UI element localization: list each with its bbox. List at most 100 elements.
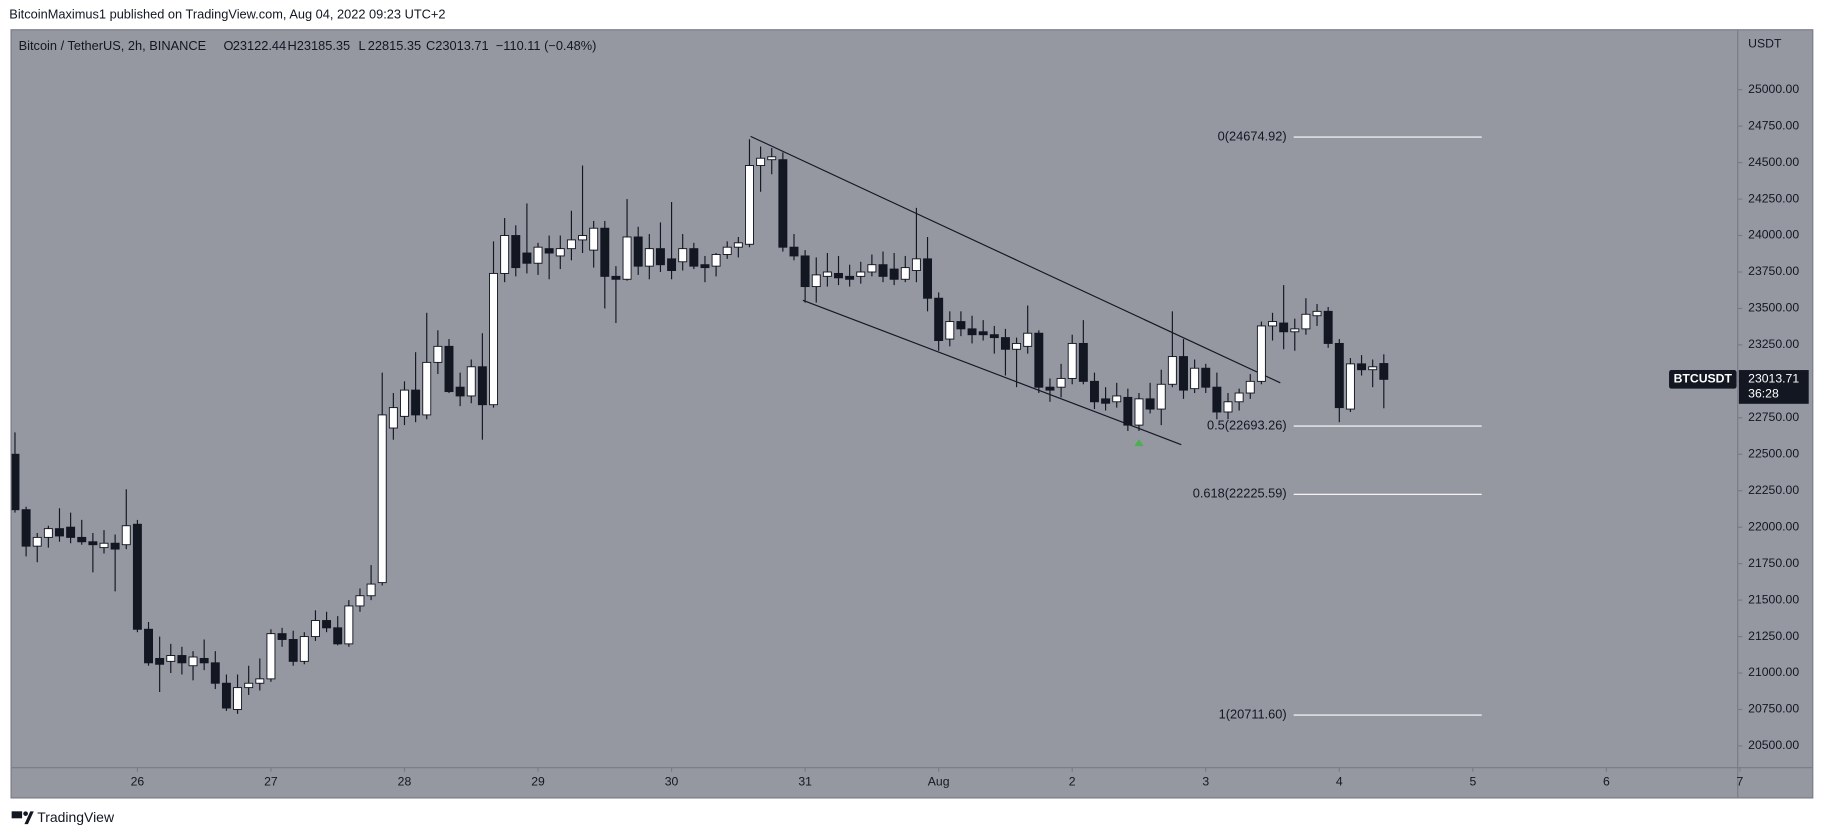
- candle-body: [277, 633, 287, 640]
- x-tick-label: 30: [665, 774, 679, 788]
- candle-body: [43, 528, 53, 538]
- y-tick-label: 23750.00: [1748, 264, 1799, 278]
- candle-body: [466, 366, 476, 397]
- candle-body: [1190, 367, 1200, 390]
- candle-body: [655, 248, 665, 266]
- candle-body: [1123, 396, 1133, 426]
- candle-body: [1201, 367, 1211, 388]
- trendline: [750, 135, 1281, 384]
- candle-body: [900, 267, 910, 280]
- y-tick-label: 21750.00: [1748, 556, 1799, 570]
- candle-body: [945, 321, 955, 340]
- trendline: [802, 299, 1182, 446]
- candle-body: [1345, 363, 1355, 410]
- candle-body: [1000, 337, 1010, 350]
- x-tick-label: 28: [398, 774, 412, 788]
- candle-body: [1101, 398, 1111, 404]
- candle-body: [578, 235, 588, 241]
- candle-body: [767, 156, 777, 161]
- candle-body: [255, 678, 265, 684]
- candle-body: [233, 687, 243, 710]
- candle-body: [1156, 383, 1166, 410]
- ohlc-value: 23185.35: [297, 38, 350, 53]
- candle-body: [355, 595, 365, 607]
- fib-label: 0(24674.92): [1218, 128, 1287, 143]
- candle-body: [1134, 398, 1144, 426]
- candle-body: [132, 523, 142, 630]
- candle-body: [121, 525, 131, 546]
- candle-body: [1290, 328, 1300, 333]
- candle-body: [689, 248, 699, 267]
- candle-body: [834, 272, 843, 279]
- candle-body: [400, 389, 409, 417]
- y-tick-label: 22000.00: [1748, 519, 1799, 533]
- candle-body: [444, 345, 454, 393]
- candle-body: [566, 239, 576, 250]
- candle-body: [11, 453, 20, 511]
- candle-body: [188, 656, 198, 667]
- candle-body: [956, 321, 966, 330]
- candle-body: [388, 407, 398, 429]
- candle-body: [622, 236, 632, 280]
- candle-body: [422, 361, 432, 416]
- candle-body: [455, 386, 465, 397]
- candle-body: [1256, 325, 1266, 382]
- candle-body: [989, 334, 999, 339]
- candle-body: [110, 542, 120, 550]
- candle-body: [778, 159, 788, 248]
- symbol-tag: BTCUSDT: [1674, 372, 1733, 386]
- y-tick-label: 23250.00: [1748, 337, 1799, 351]
- symbol-title: Bitcoin / TetherUS, 2h, BINANCE: [19, 38, 207, 53]
- candle-body: [21, 509, 31, 547]
- candle-body: [856, 271, 866, 277]
- candle-body: [1056, 377, 1066, 388]
- candle-body: [867, 264, 877, 273]
- candle-body: [600, 227, 610, 277]
- candle-body: [1145, 398, 1155, 410]
- candle-body: [1034, 332, 1044, 388]
- candle-body: [1379, 363, 1389, 380]
- candle-body: [700, 264, 710, 269]
- candle-body: [733, 242, 743, 248]
- candle-body: [1279, 322, 1289, 333]
- candle-body: [1223, 401, 1233, 413]
- candle-body: [1067, 342, 1077, 379]
- candle-body: [722, 246, 732, 255]
- y-tick-label: 24500.00: [1748, 155, 1799, 169]
- candle-body: [310, 620, 320, 638]
- candle-body: [500, 235, 510, 274]
- candle-body: [1245, 380, 1255, 394]
- candle-body: [756, 157, 766, 166]
- x-tick-label: 26: [131, 774, 145, 788]
- y-tick-label: 24250.00: [1748, 191, 1799, 205]
- candle-body: [967, 328, 977, 336]
- logo-part: [11, 811, 23, 819]
- candle-body: [978, 331, 988, 336]
- candle-body: [77, 536, 87, 543]
- ohlc-change: −110.11 (−0.48%): [496, 38, 597, 53]
- ohlc-letter: L: [358, 38, 365, 53]
- ohlc-value: 23013.71: [435, 38, 488, 53]
- candle-body: [789, 246, 799, 257]
- candle-body: [1212, 386, 1222, 413]
- x-tick-label: 3: [1202, 774, 1209, 788]
- x-tick-label: 31: [798, 774, 812, 788]
- candle-body: [244, 682, 254, 689]
- candle-body: [511, 235, 521, 269]
- fib-label: 0.5(22693.26): [1207, 417, 1287, 432]
- candle-body: [344, 605, 354, 645]
- candle-body: [822, 271, 832, 277]
- plot-area: 0(24674.92) 0.5(22693.26) 0.618(22225.59) 1…: [11, 128, 1482, 721]
- currency-label: USDT: [1748, 37, 1782, 51]
- y-tick-label: 22750.00: [1748, 410, 1799, 424]
- candle-body: [1368, 366, 1378, 371]
- fib-label: 1(20711.60): [1219, 706, 1287, 721]
- candle-body: [210, 662, 220, 684]
- candle-body: [845, 275, 855, 280]
- candle-body: [166, 655, 176, 662]
- candle-body: [533, 246, 543, 264]
- candle-body: [477, 366, 487, 406]
- candle-body: [1167, 356, 1177, 385]
- ohlc-letter: C: [426, 38, 435, 53]
- candle-body: [589, 227, 599, 251]
